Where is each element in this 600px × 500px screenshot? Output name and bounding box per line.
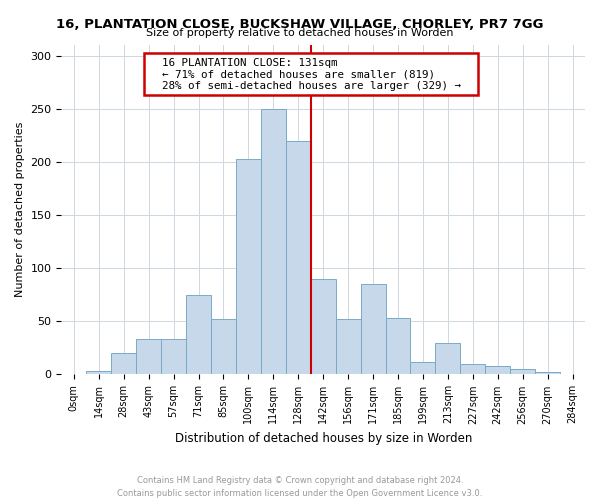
Text: Contains HM Land Registry data © Crown copyright and database right 2024.
Contai: Contains HM Land Registry data © Crown c… (118, 476, 482, 498)
Bar (236, 158, 261, 374)
Bar (186, 294, 211, 374)
Text: 16, PLANTATION CLOSE, BUCKSHAW VILLAGE, CHORLEY, PR7 7GG: 16, PLANTATION CLOSE, BUCKSHAW VILLAGE, … (56, 18, 544, 30)
Text: 16 PLANTATION CLOSE: 131sqm  
  ← 71% of detached houses are smaller (819)  
  2: 16 PLANTATION CLOSE: 131sqm ← 71% of det… (149, 58, 473, 91)
Bar (311, 279, 335, 374)
Bar (485, 366, 510, 374)
Bar (386, 318, 410, 374)
Bar (335, 319, 361, 374)
Bar (161, 340, 186, 374)
Bar (361, 284, 386, 374)
Bar (436, 342, 460, 374)
Text: Size of property relative to detached houses in Worden: Size of property relative to detached ho… (146, 28, 454, 38)
X-axis label: Distribution of detached houses by size in Worden: Distribution of detached houses by size … (175, 432, 472, 445)
Bar (86, 372, 111, 374)
Bar (211, 319, 236, 374)
Y-axis label: Number of detached properties: Number of detached properties (15, 122, 25, 298)
Bar (410, 362, 436, 374)
Bar (136, 340, 161, 374)
Bar (460, 364, 485, 374)
Bar (510, 369, 535, 374)
Bar (286, 140, 311, 374)
Bar (261, 109, 286, 374)
Bar (111, 353, 136, 374)
Bar (535, 372, 560, 374)
